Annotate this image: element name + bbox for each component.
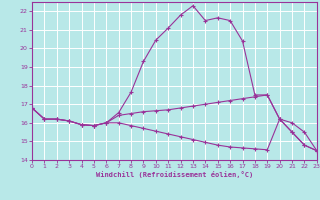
X-axis label: Windchill (Refroidissement éolien,°C): Windchill (Refroidissement éolien,°C) [96, 171, 253, 178]
